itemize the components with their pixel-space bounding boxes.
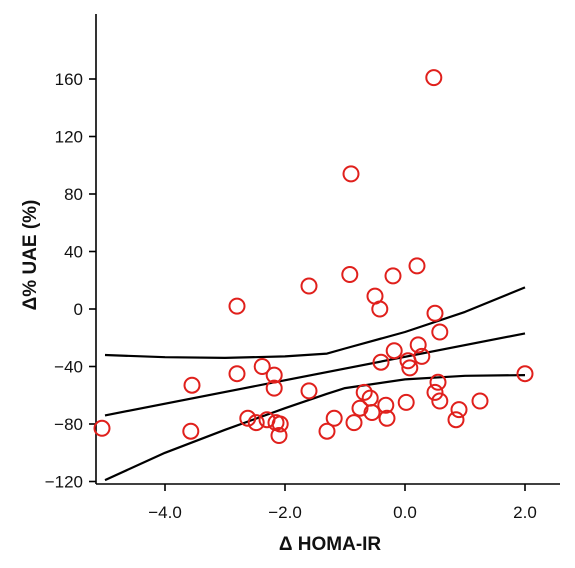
x-axis-title: Δ HOMA-IR <box>279 534 382 555</box>
data-point <box>247 414 265 432</box>
data-point <box>265 379 283 397</box>
data-point <box>93 419 111 437</box>
data-point <box>447 411 465 429</box>
data-point <box>409 336 427 354</box>
y-tick-label: 160 <box>55 70 83 89</box>
data-points <box>93 69 534 444</box>
data-point <box>426 383 444 401</box>
y-tick-label: −80 <box>54 415 83 434</box>
data-point <box>342 165 360 183</box>
data-point <box>408 257 426 275</box>
data-point <box>270 427 288 444</box>
data-point <box>385 342 403 360</box>
data-point <box>413 347 431 365</box>
data-point <box>341 266 359 283</box>
y-tick-label: −120 <box>45 473 83 492</box>
y-tick-label: 40 <box>64 243 83 262</box>
y-ticks: −120 −80 −40 0 40 80 120 160 <box>45 70 96 492</box>
data-point <box>363 404 381 421</box>
data-point <box>471 392 489 410</box>
axes <box>95 14 560 485</box>
data-point <box>377 396 395 414</box>
data-point <box>431 392 449 410</box>
x-tick-label: 2.0 <box>513 503 537 522</box>
x-tick-label: −2.0 <box>268 503 302 522</box>
data-point <box>450 401 468 419</box>
y-axis-title: Δ% UAE (%) <box>20 200 41 311</box>
data-point <box>429 373 447 391</box>
data-point <box>355 383 373 401</box>
x-tick-label: −4.0 <box>148 503 182 522</box>
data-point <box>228 365 246 383</box>
data-point <box>351 399 369 417</box>
x-ticks: −4.0 −2.0 0.0 2.0 <box>148 484 537 522</box>
y-tick-label: 0 <box>74 300 83 319</box>
x-tick-label: 0.0 <box>393 503 417 522</box>
data-point <box>239 409 257 427</box>
data-point <box>183 376 201 394</box>
data-point <box>426 304 444 322</box>
data-point <box>425 69 443 87</box>
data-point <box>318 422 336 440</box>
data-point <box>345 414 363 432</box>
regression-line <box>104 332 526 417</box>
upper-confidence-line <box>104 286 526 359</box>
data-point <box>378 409 396 427</box>
data-point <box>228 297 246 315</box>
lower-confidence-line <box>104 374 526 482</box>
data-point <box>300 277 318 295</box>
y-tick-label: −40 <box>54 358 83 377</box>
data-point <box>325 409 343 427</box>
data-point <box>253 358 271 375</box>
data-point <box>271 415 289 433</box>
data-point <box>300 382 318 400</box>
data-point <box>182 422 200 440</box>
data-point <box>516 365 534 383</box>
y-tick-label: 120 <box>55 128 83 147</box>
data-point <box>265 366 283 384</box>
data-point <box>384 267 402 285</box>
data-point <box>371 300 389 318</box>
data-point <box>431 323 449 341</box>
data-point <box>397 393 415 411</box>
regression-curves <box>104 286 526 482</box>
data-point <box>372 353 390 371</box>
data-point <box>401 359 419 377</box>
y-tick-label: 80 <box>64 185 83 204</box>
